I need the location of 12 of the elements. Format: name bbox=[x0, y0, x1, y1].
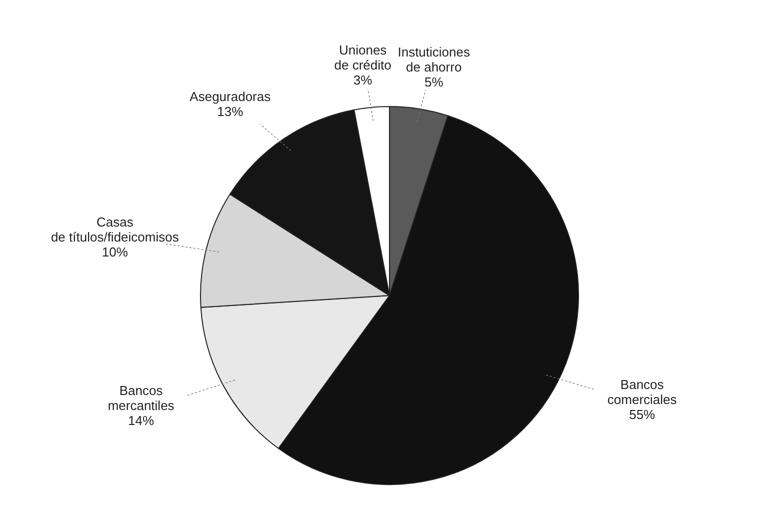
data-label: 14% bbox=[128, 413, 155, 428]
slice-label: Bancos comerciales bbox=[607, 376, 678, 407]
data-label: 13% bbox=[217, 104, 244, 119]
slice-label: Uniones de crédito bbox=[334, 42, 392, 73]
data-label: 55% bbox=[629, 406, 656, 422]
slice-label: Aseguradoras bbox=[190, 88, 272, 104]
data-label: 3% bbox=[353, 72, 373, 88]
slice-label: Bancos mercantiles bbox=[108, 383, 175, 414]
data-label: 5% bbox=[424, 74, 444, 90]
data-label: 10% bbox=[102, 244, 128, 260]
slice-label: Instuticiones de ahorro bbox=[398, 44, 470, 74]
slice-label: Casas de títulos/fideicomisos bbox=[50, 214, 180, 245]
